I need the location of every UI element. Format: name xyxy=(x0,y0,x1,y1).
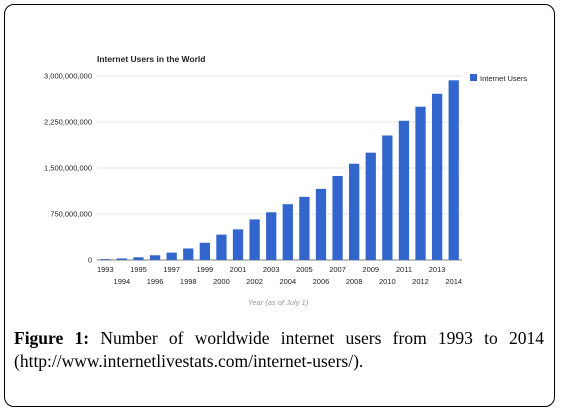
bar xyxy=(365,152,376,260)
x-tick-label: 2006 xyxy=(313,277,330,286)
bar xyxy=(266,212,277,260)
x-tick-label: 2003 xyxy=(263,265,280,274)
x-tick-label: 1997 xyxy=(163,265,180,274)
x-tick-label: 2000 xyxy=(213,277,230,286)
chart-title: Internet Users in the World xyxy=(97,54,205,64)
y-axis: 0 750,000,000 1,500,000,000 2,250,000,000 3,… xyxy=(44,72,92,265)
caption-text: Number of worldwide internet users from … xyxy=(14,328,544,371)
bar xyxy=(415,106,426,261)
y-tick-label: 0 xyxy=(88,256,92,265)
bar xyxy=(166,252,177,260)
bar xyxy=(216,234,227,260)
legend-swatch xyxy=(470,74,477,81)
y-tick-label: 750,000,000 xyxy=(50,210,92,219)
bar xyxy=(382,135,393,260)
y-tick-label: 3,000,000,000 xyxy=(44,72,92,81)
figure-frame xyxy=(4,4,555,407)
bar-chart: Internet Users in the World 0 750,000,000… xyxy=(44,54,527,307)
x-tick-label: 1996 xyxy=(147,277,164,286)
x-tick-label: 2011 xyxy=(396,265,412,274)
bars xyxy=(100,80,459,261)
bar xyxy=(448,80,459,260)
bar xyxy=(232,229,244,260)
bar xyxy=(149,255,161,260)
caption-label: Figure 1: xyxy=(14,328,90,348)
bar xyxy=(282,204,293,260)
y-tick-label: 1,500,000,000 xyxy=(44,164,92,173)
x-tick-label: 2004 xyxy=(279,277,296,286)
x-tick-label: 1998 xyxy=(180,277,197,286)
x-tick-label: 1999 xyxy=(196,265,213,274)
legend: Internet Users xyxy=(470,74,527,83)
bar xyxy=(315,188,327,260)
x-tick-label: 2008 xyxy=(346,277,363,286)
x-tick-label: 2001 xyxy=(230,265,247,274)
figure-caption: Figure 1: Number of worldwide internet u… xyxy=(14,327,544,373)
x-axis-label: Year (as of July 1) xyxy=(248,298,309,307)
bar xyxy=(332,175,343,260)
legend-label: Internet Users xyxy=(480,74,527,83)
x-tick-label: 2012 xyxy=(412,277,429,286)
bar xyxy=(116,258,128,260)
bar xyxy=(100,259,111,260)
bar xyxy=(398,120,410,260)
bar xyxy=(133,257,144,260)
y-tick-label: 2,250,000,000 xyxy=(44,118,92,127)
bar xyxy=(199,242,210,260)
bar xyxy=(249,219,260,260)
x-tick-label: 2007 xyxy=(329,265,346,274)
x-tick-label: 2005 xyxy=(296,265,313,274)
x-tick-label: 2009 xyxy=(362,265,379,274)
x-tick-label: 1993 xyxy=(97,265,114,274)
x-tick-label: 1995 xyxy=(130,265,147,274)
bar xyxy=(431,93,443,260)
x-tick-label: 1994 xyxy=(114,277,131,286)
x-tick-label: 2014 xyxy=(445,277,462,286)
bar xyxy=(349,163,360,260)
x-tick-label: 2013 xyxy=(429,265,446,274)
x-tick-label: 2002 xyxy=(246,277,263,286)
bar xyxy=(299,196,310,260)
x-tick-label: 2010 xyxy=(379,277,396,286)
bar xyxy=(183,248,194,260)
